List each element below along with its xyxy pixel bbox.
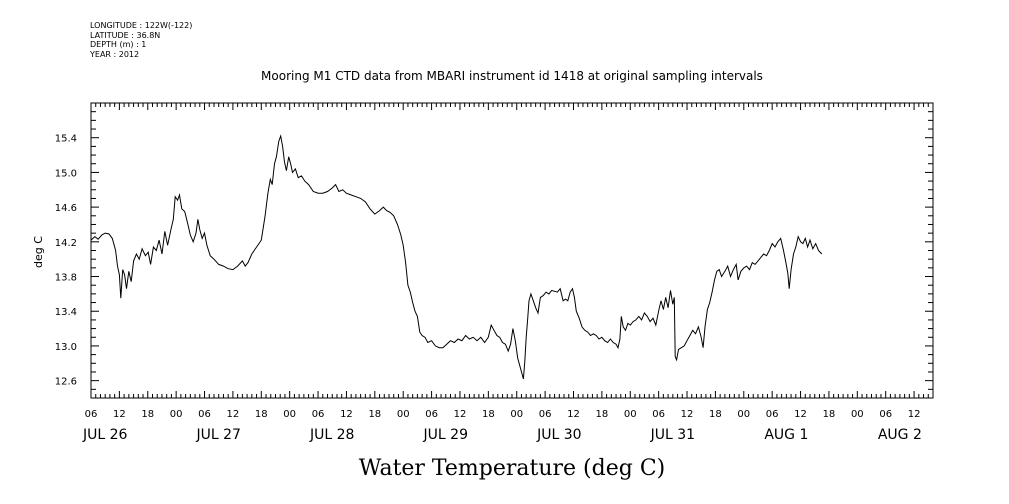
y-tick-label: 13.8 [55,273,77,284]
x-day-label: AUG 1 [764,427,808,443]
chart-title: Mooring M1 CTD data from MBARI instrumen… [261,69,763,83]
x-tick-label: 12 [908,409,921,420]
x-tick-label: 06 [766,409,779,420]
x-tick-label: 18 [482,409,495,420]
x-tick-label: 18 [368,409,381,420]
dataset-metadata: LONGITUDE : 122W(-122) LATITUDE : 36.8N … [90,21,192,59]
depth-label: DEPTH (m) : 1 [90,40,147,49]
x-tick-label: 00 [397,409,410,420]
x-day-label: AUG 2 [878,427,922,443]
x-day-label: JUL 28 [309,427,354,443]
x-tick-label: 00 [624,409,637,420]
axis-ticks [90,102,934,399]
x-tick-label: 18 [141,409,154,420]
x-tick-label: 00 [283,409,296,420]
year-label: YEAR : 2012 [90,49,140,59]
water-temperature-line [90,134,823,380]
y-tick-label: 14.2 [55,238,77,249]
x-axis-day-labels: JUL 26 JUL 27 JUL 28 JUL 29 JUL 30 JUL 31 AUG … [82,427,922,443]
x-tick-label: 18 [596,409,609,420]
longitude-label: LONGITUDE : 122W(-122) [90,21,193,30]
y-tick-label: 12.6 [55,377,77,388]
x-tick-label: 06 [879,409,892,420]
plot-frame [90,102,934,399]
y-tick-label: 14.6 [55,203,77,214]
x-tick-label: 00 [510,409,523,420]
x-tick-label: 18 [255,409,268,420]
x-day-label: JUL 29 [423,427,468,443]
y-tick-label: 15.0 [55,168,77,179]
x-tick-label: 12 [567,409,580,420]
y-tick-label: 13.4 [55,307,77,318]
x-tick-label: 18 [709,409,722,420]
x-day-label: JUL 27 [195,427,240,443]
latitude-label: LATITUDE : 36.8N [90,30,161,40]
x-tick-label: 12 [681,409,694,420]
x-tick-label: 00 [170,409,183,420]
x-tick-label: 12 [454,409,467,420]
x-tick-label: 06 [425,409,438,420]
y-tick-label: 13.0 [55,342,77,353]
x-tick-label: 12 [794,409,807,420]
x-tick-label: 12 [113,409,126,420]
x-day-label: JUL 31 [650,427,695,443]
x-tick-label: 00 [737,409,750,420]
x-axis-tick-labels: 06 12 18 00 06 12 18 00 06 12 18 00 06 12 18 00 06 12 18 00… [85,409,921,420]
x-tick-label: 06 [652,409,665,420]
x-tick-label: 06 [85,409,98,420]
y-axis-tick-labels: 12.6 13.0 13.4 13.8 14.2 14.6 15.0 15.4 [55,134,77,388]
x-tick-label: 18 [823,409,836,420]
x-tick-label: 12 [227,409,240,420]
y-axis-label: deg C [32,236,45,268]
x-tick-label: 06 [198,409,211,420]
x-tick-label: 06 [312,409,325,420]
x-tick-label: 00 [851,409,864,420]
x-tick-label: 12 [340,409,353,420]
x-day-label: JUL 30 [536,427,581,443]
y-tick-label: 15.4 [55,134,77,145]
x-day-label: JUL 26 [82,427,128,443]
x-tick-label: 06 [539,409,552,420]
x-axis-label: Water Temperature (deg C) [359,456,666,481]
